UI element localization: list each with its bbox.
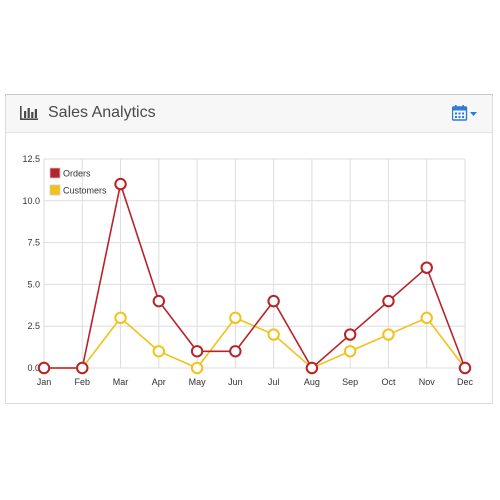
y-tick-label: 10.0	[22, 196, 40, 206]
data-point-customers	[420, 311, 433, 325]
chart-series	[37, 177, 472, 375]
legend-swatch	[49, 167, 61, 179]
panel-header: Sales Analytics	[6, 95, 492, 133]
y-tick-label: 7.5	[27, 238, 40, 248]
data-point-customers	[152, 345, 166, 358]
data-point-orders	[152, 294, 166, 308]
data-point-orders	[76, 361, 89, 375]
data-point-orders	[267, 294, 280, 308]
data-point-customers	[229, 311, 242, 325]
y-tick-label: 0.0	[27, 363, 40, 373]
data-point-orders	[420, 261, 433, 274]
data-point-customers	[114, 311, 127, 325]
chart-axes: 0.0 2.5 5.0 7.5 10.0 12.5 Jan Feb Mar Apr May Jun Ju…	[22, 154, 473, 387]
calendar-icon	[451, 105, 468, 121]
data-point-orders	[343, 328, 357, 341]
x-tick-label: Jul	[268, 377, 280, 387]
x-tick-label: Aug	[304, 377, 320, 387]
caret-down-icon	[470, 112, 477, 116]
y-tick-label: 12.5	[22, 154, 40, 164]
data-point-orders	[229, 345, 242, 358]
data-point-orders	[305, 361, 319, 375]
x-tick-label: Jun	[228, 377, 243, 387]
y-tick-label: 5.0	[27, 279, 40, 289]
x-tick-label: Jan	[37, 377, 52, 387]
data-point-orders	[458, 361, 472, 375]
data-point-orders	[382, 294, 395, 308]
x-tick-label: Nov	[419, 377, 436, 387]
data-point-orders	[190, 345, 204, 358]
x-tick-label: Oct	[381, 377, 396, 387]
x-tick-label: Mar	[113, 377, 129, 387]
legend-label: Orders	[63, 169, 91, 179]
data-point-orders	[114, 177, 127, 191]
x-tick-label: Dec	[457, 377, 474, 387]
data-point-customers	[190, 361, 204, 375]
legend-label: Customers	[63, 186, 107, 196]
data-point-customers	[382, 328, 395, 341]
chart-legend: Orders Customers	[49, 167, 107, 196]
legend-swatch	[49, 184, 61, 196]
x-tick-label: Sep	[342, 377, 358, 387]
calendar-dropdown-button[interactable]	[451, 105, 478, 126]
x-tick-label: Apr	[152, 377, 166, 387]
data-point-orders	[37, 361, 51, 375]
x-tick-label: May	[189, 377, 207, 387]
data-point-customers	[343, 345, 357, 358]
bar-chart-icon	[20, 106, 38, 125]
x-tick-label: Feb	[75, 377, 91, 387]
data-point-customers	[267, 328, 280, 341]
y-tick-label: 2.5	[27, 321, 40, 331]
series-line-orders	[44, 180, 466, 370]
panel-title: Sales Analytics	[48, 104, 156, 121]
